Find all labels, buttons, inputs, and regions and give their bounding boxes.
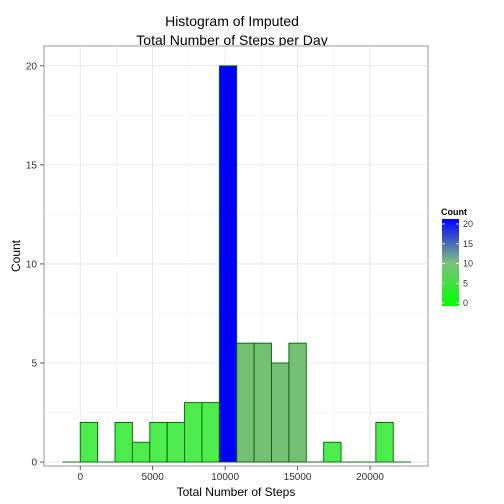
histogram-bar xyxy=(236,342,255,463)
histogram-bar xyxy=(79,421,99,463)
legend-ticks: 0 5 10 15 20 xyxy=(442,219,473,308)
histogram-bar xyxy=(288,342,307,463)
x-tick-label: 15000 xyxy=(284,472,312,483)
legend-colorbar xyxy=(442,219,459,306)
chart-title-line-1: Histogram of Imputed xyxy=(165,13,299,29)
legend-tick-label: 5 xyxy=(463,278,468,288)
chart-title-line-2: Total Number of Steps per Day xyxy=(136,32,327,48)
y-axis: 0 5 10 15 20 xyxy=(26,61,44,469)
y-tick-label: 20 xyxy=(26,61,38,72)
histogram-bar xyxy=(114,421,133,463)
legend-tick-label: 0 xyxy=(463,298,468,308)
x-tick-label: 10000 xyxy=(211,472,239,483)
histogram-bar xyxy=(375,421,394,463)
legend: Count 0 5 10 15 20 xyxy=(441,207,473,308)
legend-tick-label: 10 xyxy=(463,259,473,269)
legend-title: Count xyxy=(441,207,467,217)
histogram-bar xyxy=(166,421,186,463)
bars-layer xyxy=(62,65,412,463)
y-axis-title: Count xyxy=(9,239,23,272)
histogram-bar xyxy=(149,421,168,463)
y-tick-label: 0 xyxy=(31,458,37,469)
x-tick-label: 0 xyxy=(77,472,83,483)
x-axis-title: Total Number of Steps xyxy=(177,485,296,499)
histogram-bar xyxy=(271,362,290,463)
histogram-bar xyxy=(131,441,151,463)
x-tick-label: 5000 xyxy=(142,472,165,483)
x-tick-label: 20000 xyxy=(356,472,384,483)
histogram-bar xyxy=(323,441,342,463)
histogram-bar xyxy=(218,65,238,463)
legend-tick-label: 15 xyxy=(463,239,473,249)
histogram-bar xyxy=(201,402,220,463)
histogram-bar xyxy=(253,342,272,463)
y-tick-label: 15 xyxy=(26,160,38,171)
y-tick-label: 10 xyxy=(26,259,38,270)
x-axis: 0 5000 10000 15000 20000 xyxy=(77,466,384,483)
histogram-bar xyxy=(184,402,203,463)
legend-tick-label: 20 xyxy=(463,219,473,229)
y-tick-label: 5 xyxy=(31,358,37,369)
